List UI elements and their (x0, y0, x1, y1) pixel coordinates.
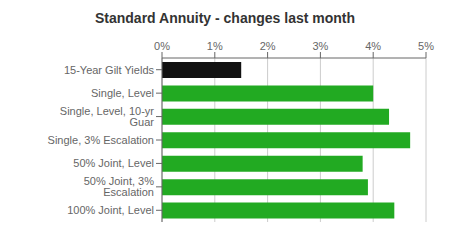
svg-text:0%: 0% (154, 40, 170, 52)
svg-text:1%: 1% (207, 40, 223, 52)
svg-text:50% Joint, Level: 50% Joint, Level (73, 157, 154, 169)
svg-text:50% Joint, 3%Escalation: 50% Joint, 3%Escalation (84, 175, 155, 198)
svg-text:Single, Level, 10-yrGuar: Single, Level, 10-yrGuar (60, 105, 154, 128)
svg-text:100% Joint, Level: 100% Joint, Level (67, 204, 154, 216)
svg-text:Single, Level: Single, Level (91, 87, 154, 99)
svg-text:Single, 3% Escalation: Single, 3% Escalation (48, 134, 154, 146)
svg-text:3%: 3% (312, 40, 328, 52)
html-text:Standard Annuity - changes las: Standard Annuity - changes last month (95, 10, 355, 26)
svg-text:15-Year Gilt Yields: 15-Year Gilt Yields (64, 64, 155, 76)
svg-text:4%: 4% (365, 40, 381, 52)
svg-text:2%: 2% (260, 40, 276, 52)
svg-text:5%: 5% (418, 40, 434, 52)
